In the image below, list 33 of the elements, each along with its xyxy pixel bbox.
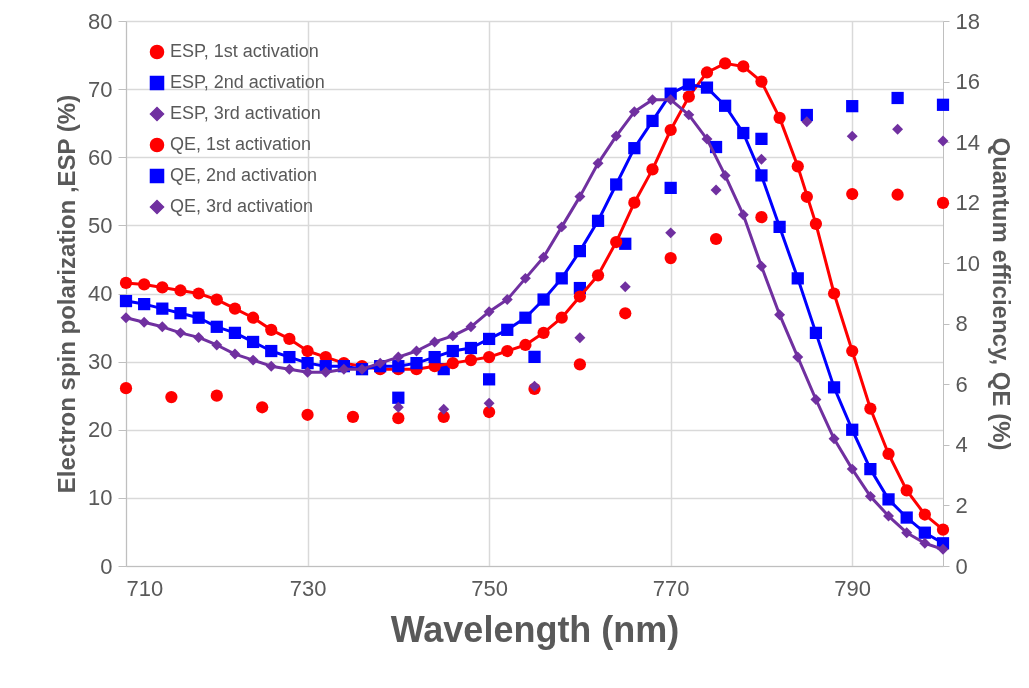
y-tick-label: 40: [88, 281, 113, 306]
y2-tick-label: 4: [955, 432, 968, 458]
y-tick-label: 80: [88, 8, 113, 34]
y2-tick-label: 16: [955, 69, 980, 95]
y-tick-label: 60: [88, 144, 113, 170]
legend-label: QE, 3rd activation: [170, 196, 314, 216]
y-tick-label: 30: [88, 349, 113, 375]
legend-label: QE, 1st activation: [170, 134, 312, 154]
x-tick-label: 710: [126, 575, 164, 601]
y2-tick-label: 2: [955, 492, 968, 518]
y2-tick-label: 10: [955, 250, 980, 276]
y-tick-label: 70: [88, 76, 113, 102]
y-tick-label: 50: [88, 212, 113, 238]
legend-label: QE, 2nd activation: [170, 165, 318, 185]
x-axis-title: Wavelength (nm): [390, 608, 680, 650]
y2-tick-label: 14: [955, 129, 980, 155]
x-tick-label: 770: [652, 575, 690, 601]
y-tick-label: 10: [88, 485, 113, 511]
y2-tick-label: 18: [955, 8, 980, 34]
x-tick-label: 750: [471, 575, 508, 601]
legend-label: ESP, 2nd activation: [170, 72, 325, 92]
y2-tick-label: 6: [955, 371, 968, 397]
legend-label: ESP, 3rd activation: [170, 103, 321, 123]
y2-tick-label: 8: [955, 311, 968, 337]
y-tick-label: 20: [88, 417, 113, 443]
y2-tick-label: 12: [955, 190, 980, 216]
legend-label: ESP, 1st activation: [170, 41, 319, 61]
x-tick-label: 790: [834, 575, 872, 601]
y2-tick-label: 0: [955, 553, 968, 579]
y-axis-title: Electron spin polarization ,ESP (%): [53, 94, 81, 494]
y2-axis-title: Quantum efficiency, QE (%): [987, 137, 1015, 451]
x-tick-label: 730: [289, 575, 327, 601]
y-tick-label: 0: [100, 553, 113, 579]
